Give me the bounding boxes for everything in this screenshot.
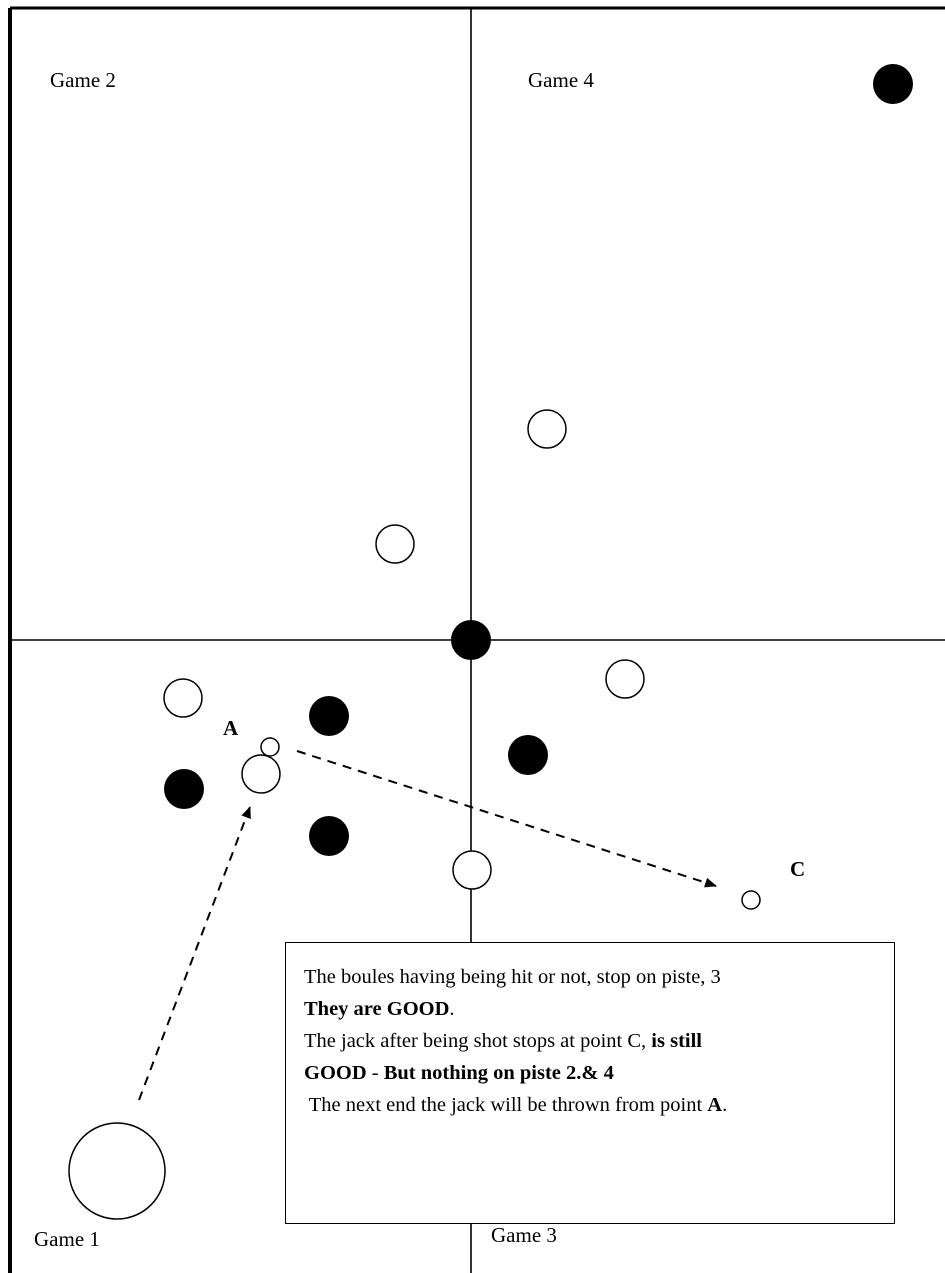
black-boule xyxy=(508,735,548,775)
black-boule xyxy=(873,64,913,104)
note-line-2: They are GOOD. xyxy=(304,998,455,1020)
point-c-label: C xyxy=(790,857,806,881)
white-boule xyxy=(452,850,492,890)
game-2-label: Game 2 xyxy=(50,68,116,92)
black-boule xyxy=(309,696,349,736)
white-boule xyxy=(527,409,567,449)
white-boule xyxy=(241,754,281,794)
jack-path-arrow xyxy=(296,750,717,888)
black-boule xyxy=(451,620,491,660)
rule-explanation-box: The boules having being hit or not, stop… xyxy=(285,942,895,1224)
note-line-5: The next end the jack will be thrown fro… xyxy=(304,1094,728,1116)
note-line-1: The boules having being hit or not, stop… xyxy=(304,966,721,988)
shot-path-arrow xyxy=(138,806,251,1101)
white-boule xyxy=(375,524,415,564)
game-3-label: Game 3 xyxy=(491,1223,557,1247)
throwing-circle xyxy=(68,1122,166,1220)
game-1-label: Game 1 xyxy=(34,1227,100,1251)
game-4-label: Game 4 xyxy=(528,68,594,92)
note-line-4: GOOD - But nothing on piste 2.& 4 xyxy=(304,1062,614,1084)
jack-point-c xyxy=(741,890,761,910)
note-line-3: The jack after being shot stops at point… xyxy=(304,1030,702,1052)
white-boule xyxy=(605,659,645,699)
black-boule xyxy=(164,769,204,809)
point-a-label: A xyxy=(223,716,239,740)
white-boule xyxy=(163,678,203,718)
black-boule xyxy=(309,816,349,856)
jack-point-a xyxy=(260,737,280,757)
